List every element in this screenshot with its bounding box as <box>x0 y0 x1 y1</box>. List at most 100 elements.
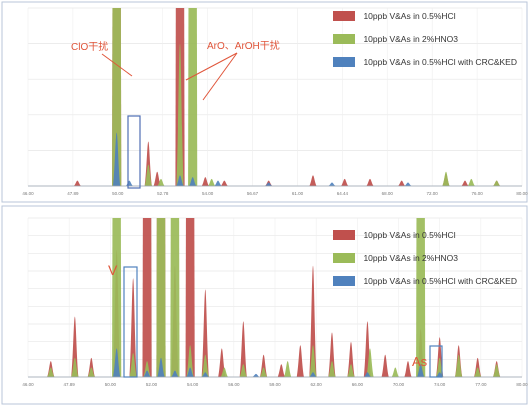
peak-2 <box>265 182 273 186</box>
legend-label: 10ppb V&As in 2%HNO3 <box>363 34 458 44</box>
x-tick-label: 52.00 <box>146 382 158 387</box>
x-tick-label: 70.00 <box>393 382 405 387</box>
legend-swatch <box>333 11 356 21</box>
peak-1 <box>467 178 475 186</box>
peak-1 <box>201 354 209 377</box>
peak-0 <box>185 218 195 377</box>
peak-0 <box>309 265 317 377</box>
series-2 <box>113 132 412 186</box>
annotation-arrow <box>101 53 133 77</box>
legend-item: 10ppb V&As in 0.5%HCl with CRC&KED <box>333 275 517 287</box>
peak-1 <box>157 178 165 186</box>
peak-1 <box>112 218 122 377</box>
highlight-box-as <box>429 345 443 378</box>
legend-label: 10ppb V&As in 0.5%HCl with CRC&KED <box>363 57 517 67</box>
peak-0 <box>144 141 152 186</box>
x-tick-label: 46.00 <box>22 191 34 196</box>
peak-0 <box>404 361 412 377</box>
chart-svg-top: 46.00 47.89 50.00 52.78 54.00 56.67 61.00 64.44… <box>1 1 528 203</box>
highlight-box <box>127 115 141 189</box>
highlight-box-v <box>123 266 138 378</box>
x-tick-label: 52.78 <box>157 191 169 196</box>
peak-1 <box>455 354 463 377</box>
peak-2 <box>171 370 179 377</box>
x-tick-label: 47.89 <box>67 191 79 196</box>
peak-1 <box>493 364 501 377</box>
x-tick-label: 72.00 <box>427 191 439 196</box>
chart-legend-bottom: 10ppb V&As in 0.5%HCl 10ppb V&As in 2%HNO… <box>333 229 517 298</box>
annotation-clo-interference: ClO干扰 <box>71 42 109 53</box>
peak-2 <box>252 373 260 377</box>
peak-1 <box>493 180 501 186</box>
peak-0 <box>347 342 355 377</box>
series-1 <box>47 218 501 377</box>
peak-1 <box>156 218 166 377</box>
peak-0 <box>328 332 336 377</box>
peak-0 <box>220 180 228 186</box>
plot-frame <box>1 1 528 203</box>
peak-0 <box>260 354 268 377</box>
legend-item: 10ppb V&As in 2%HNO3 <box>333 252 517 264</box>
legend-item: 10ppb V&As in 0.5%HCl <box>333 229 517 241</box>
x-tick-label: 56.67 <box>247 191 259 196</box>
x-tick-label: 59.00 <box>269 382 281 387</box>
peak-0 <box>201 177 209 186</box>
chart-legend-top: 10ppb V&As in 0.5%HCl 10ppb V&As in 2%HNO… <box>333 10 517 79</box>
peak-1 <box>239 364 247 377</box>
legend-swatch <box>333 230 356 240</box>
x-tick-label: 64.44 <box>337 191 349 196</box>
legend-item: 10ppb V&As in 2%HNO3 <box>333 33 517 45</box>
peak-1 <box>170 218 180 377</box>
peak-2 <box>328 182 336 186</box>
peak-2 <box>417 364 425 377</box>
peak-0 <box>239 321 247 377</box>
peak-0 <box>201 289 209 377</box>
peak-0 <box>73 180 81 186</box>
legend-label: 10ppb V&As in 0.5%HCl with CRC&KED <box>363 276 517 286</box>
peak-0 <box>309 175 317 186</box>
legend-swatch <box>333 57 356 67</box>
peak-2 <box>176 175 184 186</box>
peak-1 <box>188 8 198 186</box>
peak-1 <box>416 218 426 377</box>
annotation-as: As <box>412 354 428 369</box>
peak-2 <box>309 372 317 377</box>
annotation-aro-aroh-interference: ArO、ArOH干扰 <box>207 41 280 52</box>
peak-1 <box>176 43 184 186</box>
peak-1 <box>328 361 336 377</box>
peak-1 <box>129 353 137 377</box>
series-1 <box>112 8 501 186</box>
peak-0 <box>398 180 406 186</box>
peak-1 <box>442 171 450 186</box>
x-tick-label: 80.00 <box>516 382 528 387</box>
peak-0 <box>296 345 304 377</box>
peak-1 <box>284 361 292 377</box>
legend-label: 10ppb V&As in 0.5%HCl <box>363 11 456 21</box>
legend-swatch <box>333 34 356 44</box>
legend-swatch <box>333 276 356 286</box>
annotation-arrow <box>185 52 238 81</box>
peak-1 <box>112 8 122 186</box>
legend-label: 10ppb V&As in 0.5%HCl <box>363 230 456 240</box>
peak-0 <box>129 278 137 377</box>
peak-1 <box>220 367 228 377</box>
legend-item: 10ppb V&As in 0.5%HCl <box>333 10 517 22</box>
peak-1 <box>71 357 79 377</box>
peak-1 <box>347 364 355 377</box>
peak-1 <box>143 361 151 377</box>
x-tick-label: 46.00 <box>22 382 34 387</box>
legend-swatch <box>333 253 356 263</box>
annotation-v: V <box>108 262 118 278</box>
x-tick-label: 62.00 <box>311 382 323 387</box>
peak-1 <box>186 345 194 377</box>
peak-0 <box>341 178 349 186</box>
peak-0 <box>366 178 374 186</box>
legend-item: 10ppb V&As in 0.5%HCl with CRC&KED <box>333 56 517 68</box>
peak-1 <box>144 164 152 186</box>
peak-0 <box>142 218 152 377</box>
peak-0 <box>381 354 389 377</box>
peak-1 <box>474 367 482 377</box>
x-tick-label: 61.00 <box>292 191 304 196</box>
peak-2 <box>113 348 121 377</box>
